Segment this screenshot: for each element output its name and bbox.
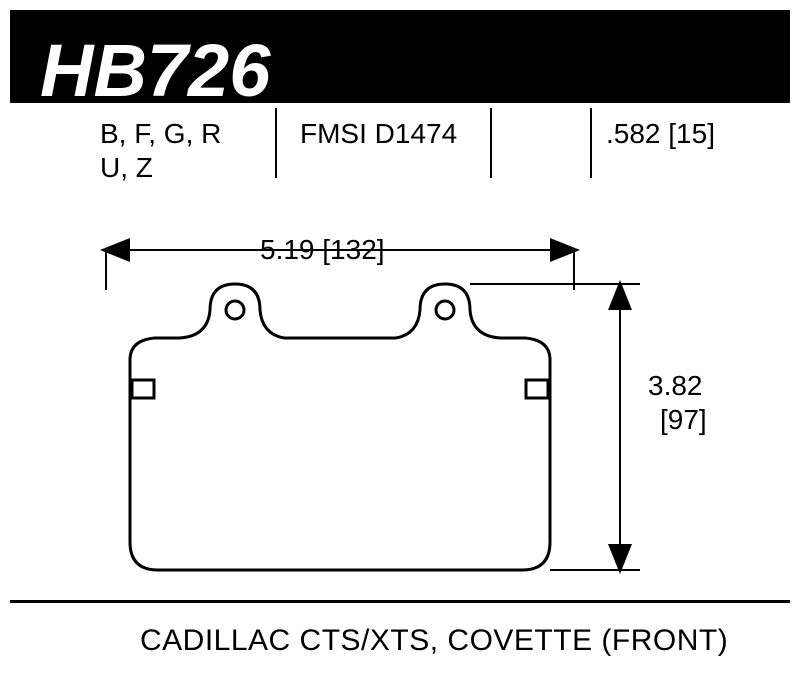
- height-dimension-mm: [97]: [660, 404, 707, 436]
- pad-outline-group: [130, 284, 550, 570]
- height-dimension: [470, 280, 640, 574]
- spec-divider-3: [590, 108, 592, 178]
- fmsi-code: FMSI D1474: [300, 118, 457, 150]
- mounting-hole-right: [436, 301, 454, 319]
- mounting-hole-left: [226, 301, 244, 319]
- spec-divider-1: [275, 108, 277, 178]
- pad-outline: [130, 284, 550, 570]
- width-dimension-label: 5.19 [132]: [260, 234, 385, 266]
- side-notch-left: [132, 380, 154, 398]
- thickness-spec: .582 [15]: [606, 118, 715, 150]
- brake-pad-diagram: 5.19 [132] 3.82 [97]: [60, 200, 760, 600]
- application-caption: CADILLAC CTS/XTS, COVETTE (FRONT): [140, 624, 728, 658]
- page: HB726 B, F, G, R U, Z FMSI D1474 .582 [1…: [0, 0, 800, 691]
- compounds-line-1: B, F, G, R: [100, 118, 221, 150]
- compounds-line-2: U, Z: [100, 152, 153, 184]
- header-bar: HB726: [10, 10, 790, 100]
- side-notch-right: [526, 380, 548, 398]
- height-dimension-inches: 3.82: [648, 370, 703, 402]
- spec-divider-2: [490, 108, 492, 178]
- divider-top: [10, 100, 790, 103]
- divider-bottom: [10, 600, 790, 603]
